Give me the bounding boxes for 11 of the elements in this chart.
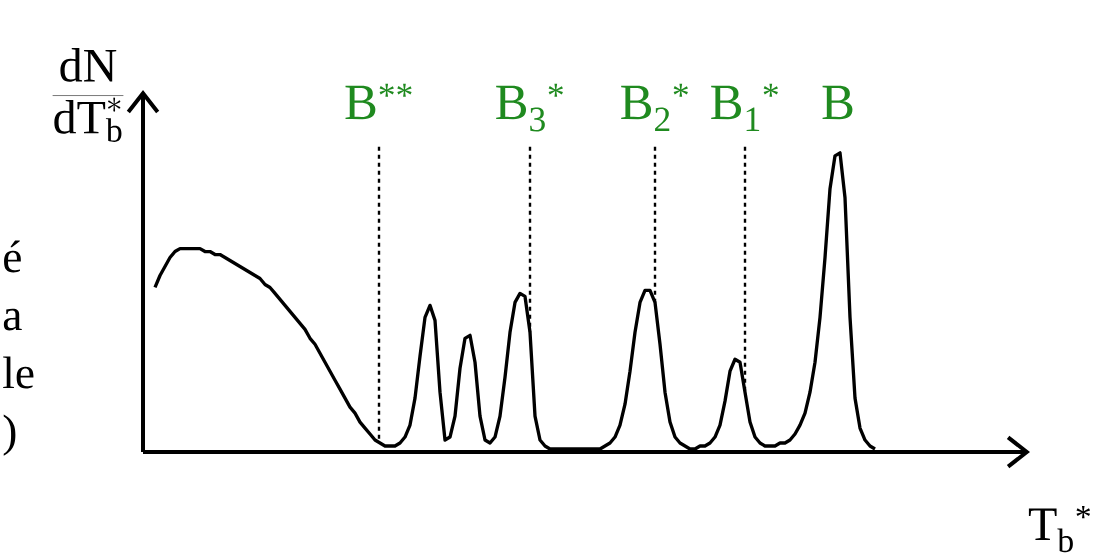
text: B [822,85,853,120]
text: a [3,308,22,331]
text: le [3,356,34,389]
text: B$^{**}$ [345,83,412,120]
text: B$_{2}$* [621,83,688,132]
text: ) [3,414,16,456]
text: é [4,240,21,273]
text: B$_{1}$* [711,83,778,131]
text: B$_{3}$* [496,83,563,132]
x-axis-title: T$_{b}$* [1028,505,1091,553]
y-axis-title: $\frac{\mathrm{dN}}{\mathrm{dT}_{\mathrm{b}}^{*}}$ [52,48,124,142]
